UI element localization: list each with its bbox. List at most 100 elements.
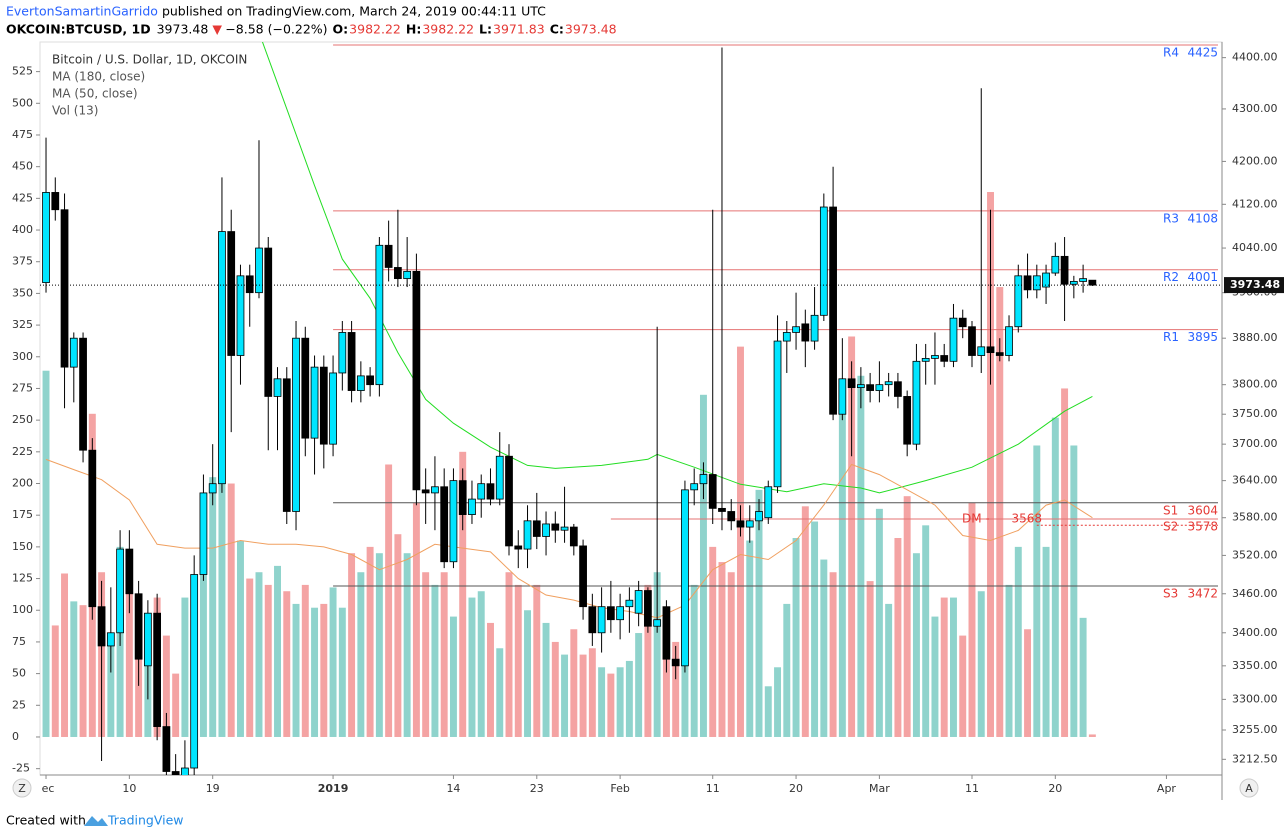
candle-body (292, 337, 300, 512)
y2-tick-label: 0 (12, 730, 19, 743)
a-button-label[interactable]: A (1245, 782, 1253, 795)
candle-body (606, 606, 615, 621)
pivot-name: R2 (1163, 270, 1179, 284)
ohlc-label: H: (406, 22, 421, 37)
change-arrow: ▼ (212, 22, 222, 37)
candle-body (282, 378, 291, 512)
candle-body (958, 317, 967, 328)
candle-body (782, 332, 791, 342)
candle-body (338, 332, 347, 374)
candle-body (116, 548, 124, 634)
candle-body (1023, 275, 1032, 291)
ohlc-label: O: (333, 22, 349, 37)
volume-bar (329, 587, 337, 737)
last-price-box (1224, 277, 1284, 294)
candle-body (273, 378, 282, 397)
pivot-name: R3 (1163, 211, 1179, 225)
candle-body (468, 498, 476, 515)
candle-body (69, 337, 78, 368)
volume-bar (922, 525, 930, 737)
y2-tick-label: 125 (12, 572, 33, 585)
z-button[interactable] (12, 778, 32, 798)
candle-body (551, 523, 560, 531)
x-tick-label: Mar (869, 782, 890, 795)
candle-body (634, 590, 643, 614)
volume-bar (690, 584, 698, 737)
candle-body (875, 384, 884, 391)
volume-bar (255, 572, 263, 737)
candle-body (162, 726, 171, 772)
volume-bar (875, 508, 883, 737)
volume-bar (644, 584, 652, 737)
volume-bar (70, 601, 78, 737)
pivot-value: 3578 (1187, 519, 1218, 533)
candle-body (681, 489, 689, 667)
y2-tick-label: 175 (12, 508, 33, 521)
volume-bar (561, 654, 569, 737)
volume-bar (755, 489, 763, 737)
candle-body (708, 474, 717, 509)
candle-body (736, 520, 745, 528)
volume-bar (977, 591, 985, 737)
ohlc-label: L: (479, 22, 492, 37)
chart-title: Bitcoin / U.S. Dollar, 1D, OKCOIN (52, 53, 247, 67)
y2-tick-label: 300 (12, 350, 33, 363)
pivot-name: S2 (1163, 519, 1178, 533)
candle-body (245, 275, 254, 294)
candle-body (653, 619, 662, 627)
volume-bar (903, 496, 911, 737)
candle-body (255, 247, 263, 294)
candle-body (394, 267, 402, 280)
author[interactable]: EvertonSamartinGarrido (6, 4, 158, 19)
pivot-name: R4 (1163, 46, 1179, 60)
volume-bar (829, 572, 837, 737)
volume-bar (1051, 417, 1059, 737)
legend-item: MA (50, close) (52, 87, 138, 101)
y-tick-label: 3460.00 (1232, 587, 1278, 600)
volume-bar (1033, 445, 1041, 737)
candle-body (88, 449, 97, 608)
candle-body (579, 545, 587, 608)
volume-bar (366, 546, 374, 737)
candle-body (153, 612, 162, 727)
x-tick-label: 19 (206, 782, 220, 795)
volume-bar (894, 538, 902, 737)
candle-body (125, 548, 134, 595)
volume-bar (431, 584, 439, 737)
brand[interactable]: TradingView (107, 813, 184, 828)
volume-bar (468, 597, 476, 737)
pivot-name: S1 (1163, 503, 1178, 517)
candle-body (97, 606, 106, 647)
volume-bar (764, 686, 772, 737)
volume-bar (838, 413, 846, 737)
candle-body (227, 231, 236, 356)
volume-bar (709, 546, 717, 737)
candle-body (134, 593, 143, 660)
volume-bar (848, 336, 856, 737)
candle-body (1051, 255, 1060, 274)
y2-tick-label: 100 (12, 603, 33, 616)
candle-body (384, 244, 393, 268)
volume-bar (616, 667, 624, 737)
volume-bar (292, 603, 300, 737)
candle-body (912, 360, 921, 445)
volume-bar (264, 584, 272, 737)
z-button-label[interactable]: Z (18, 782, 26, 795)
candle-body (51, 192, 60, 211)
candle-body (1042, 272, 1050, 288)
volume-bar (209, 477, 217, 737)
candle-body (569, 526, 578, 547)
a-button[interactable] (1239, 778, 1259, 798)
candle-body (190, 574, 199, 769)
y2-tick-label: 25 (12, 698, 26, 711)
candle-body (171, 771, 180, 775)
dm-label: DM - (962, 512, 990, 526)
y-tick-label: 4120.00 (1232, 197, 1278, 210)
candle-body (968, 326, 976, 356)
pivot-name: R1 (1163, 330, 1179, 344)
y2-tick-label: 375 (12, 255, 33, 268)
pivot-name: S3 (1163, 587, 1178, 601)
candle-body (440, 486, 449, 563)
candle-body (532, 520, 541, 537)
